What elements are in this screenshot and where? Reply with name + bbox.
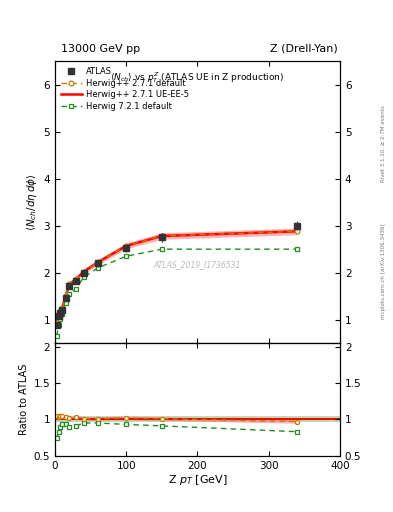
Text: mcplots.cern.ch [arXiv:1306.3436]: mcplots.cern.ch [arXiv:1306.3436] (381, 224, 386, 319)
Legend: ATLAS, Herwig++ 2.7.1 default, Herwig++ 2.7.1 UE-EE-5, Herwig 7.2.1 default: ATLAS, Herwig++ 2.7.1 default, Herwig++ … (59, 66, 191, 113)
Text: $\langle N_{ch}\rangle$ vs $p_T^Z$ (ATLAS UE in Z production): $\langle N_{ch}\rangle$ vs $p_T^Z$ (ATLA… (110, 70, 285, 85)
Y-axis label: $\langle N_{ch}/d\eta\,d\phi\rangle$: $\langle N_{ch}/d\eta\,d\phi\rangle$ (26, 174, 39, 231)
Text: 13000 GeV pp: 13000 GeV pp (61, 44, 140, 54)
Text: ATLAS_2019_I1736531: ATLAS_2019_I1736531 (154, 260, 241, 269)
Y-axis label: Ratio to ATLAS: Ratio to ATLAS (19, 364, 29, 435)
Text: Z (Drell-Yan): Z (Drell-Yan) (270, 44, 338, 54)
X-axis label: Z $p_T$ [GeV]: Z $p_T$ [GeV] (168, 473, 227, 487)
Text: Rivet 3.1.10, ≥ 2.7M events: Rivet 3.1.10, ≥ 2.7M events (381, 105, 386, 182)
